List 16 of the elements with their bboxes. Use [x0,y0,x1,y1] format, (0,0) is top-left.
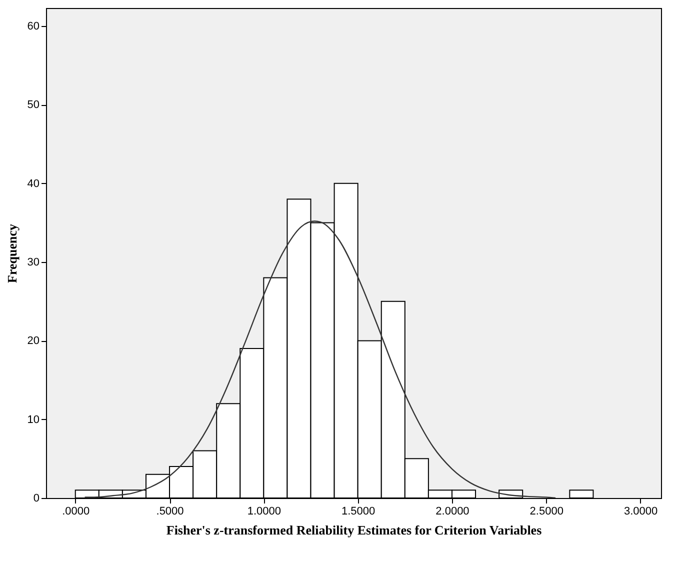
x-tick-label: 2.0000 [436,506,470,518]
y-tick-label: 30 [27,256,40,269]
y-tick-label: 60 [27,20,40,33]
x-tick-label: 1.5000 [342,506,376,518]
y-axis-title: Frequency [4,224,20,283]
y-tick-label: 20 [27,335,40,348]
x-tick-label: 3.0000 [624,506,658,518]
x-tick-label: .0000 [62,506,90,518]
x-tick-label: 1.0000 [247,506,282,518]
x-tick-label: 2.5000 [530,506,564,518]
y-tick-label: 40 [27,178,40,190]
y-tick-label: 10 [27,414,40,426]
x-tick-label: .5000 [156,506,184,518]
x-axis-title: Fisher's z-transformed Reliability Estimates for Criterion Variables [166,522,542,538]
y-tick-label: 50 [27,99,40,112]
y-tick-label: 0 [33,492,40,504]
